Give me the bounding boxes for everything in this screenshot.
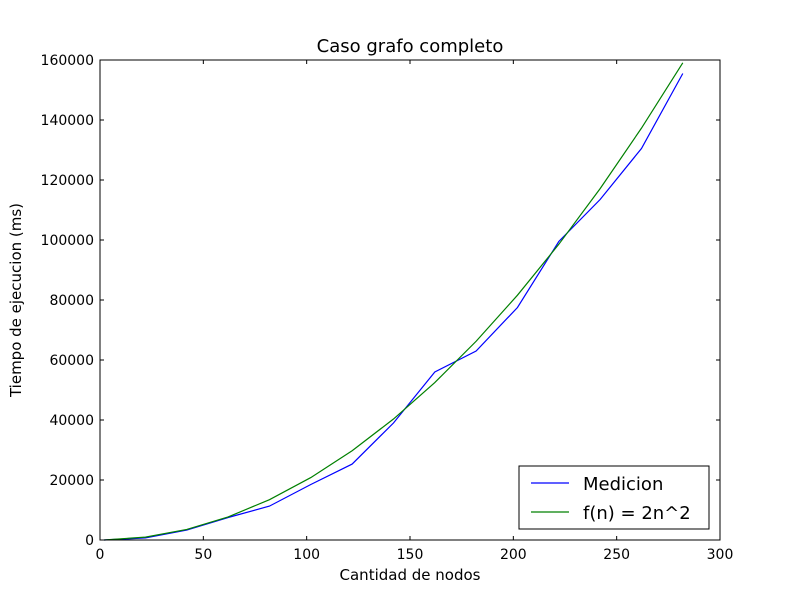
y-tick-label-8: 160000 [41, 53, 94, 69]
x-tick-label-4: 200 [500, 547, 527, 563]
x-tick-label-3: 150 [397, 547, 424, 563]
x-axis-label: Cantidad de nodos [340, 566, 481, 584]
series-line-1 [104, 62, 684, 541]
x-tick-label-1: 50 [194, 547, 212, 563]
x-tick-label-2: 100 [293, 547, 320, 563]
legend-label-medicion: Medicion [583, 474, 663, 495]
y-tick-label-3: 60000 [49, 353, 94, 369]
y-tick-label-0: 0 [85, 533, 94, 549]
y-tick-label-1: 20000 [49, 473, 94, 489]
ticks-layer: 0 50 100 150 200 250 300 0 20000 40000 60000 80000 1… [41, 53, 734, 563]
y-tick-label-4: 80000 [49, 293, 94, 309]
plot-frame [99, 59, 721, 541]
x-tick-label-6: 300 [707, 547, 734, 563]
y-tick-label-7: 140000 [41, 113, 94, 129]
series-layer [104, 62, 684, 541]
x-tick-label-0: 0 [96, 547, 105, 563]
series-line-0 [104, 73, 684, 541]
legend-label-fn: f(n) = 2n^2 [583, 503, 691, 524]
y-tick-label-6: 120000 [41, 173, 94, 189]
y-tick-label-5: 100000 [41, 233, 94, 249]
chart-title: Caso grafo completo [317, 36, 504, 57]
legend-box [518, 465, 710, 530]
legend: Medicion f(n) = 2n^2 [518, 465, 710, 530]
y-tick-label-2: 40000 [49, 413, 94, 429]
x-tick-label-5: 250 [603, 547, 630, 563]
y-axis-label: Tiempo de ejecucion (ms) [7, 203, 25, 398]
